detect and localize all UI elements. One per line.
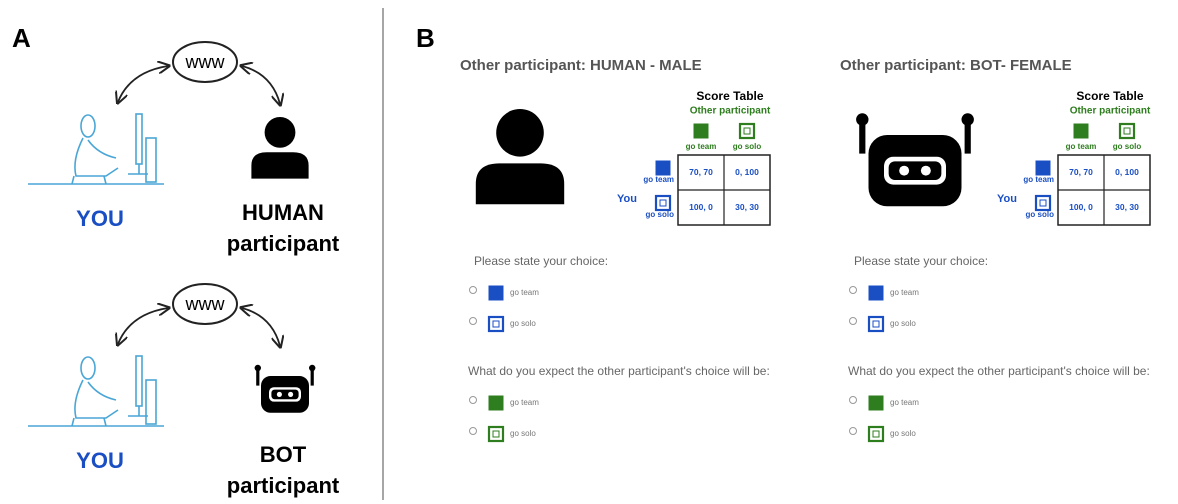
table-cell: 0, 100 bbox=[1115, 167, 1139, 177]
question: Please state your choice: bbox=[854, 254, 988, 268]
robot-eye bbox=[277, 392, 282, 397]
human-head bbox=[265, 117, 296, 148]
option-label: go team bbox=[510, 398, 539, 407]
table-cell: 70, 70 bbox=[1069, 167, 1093, 177]
option-square bbox=[656, 161, 670, 175]
panel-label: B bbox=[416, 23, 435, 53]
question: What do you expect the other participant… bbox=[468, 364, 770, 378]
option-square-inner bbox=[493, 431, 499, 437]
radio-button[interactable] bbox=[470, 428, 477, 435]
option-square bbox=[694, 124, 708, 138]
option-label: go solo bbox=[510, 429, 536, 438]
radio-button[interactable] bbox=[470, 287, 477, 294]
radio-button[interactable] bbox=[470, 318, 477, 325]
robot-eye bbox=[921, 166, 931, 176]
row-header: You bbox=[997, 193, 1017, 205]
table-title: Score Table bbox=[696, 89, 763, 103]
partner-label: HUMAN bbox=[242, 200, 324, 225]
table-cell: 30, 30 bbox=[735, 202, 759, 212]
human-body bbox=[476, 163, 564, 204]
screen-header: Other participant: HUMAN - MALE bbox=[460, 57, 702, 74]
option-square-inner bbox=[1124, 128, 1130, 134]
option-label: go team bbox=[510, 288, 539, 297]
option-square-inner bbox=[744, 128, 750, 134]
row-option: go team bbox=[643, 175, 674, 184]
radio-button[interactable] bbox=[850, 318, 857, 325]
partner-label: BOT bbox=[260, 442, 307, 467]
option-square bbox=[489, 396, 503, 410]
option-label: go team bbox=[890, 288, 919, 297]
robot-visor-inner bbox=[889, 161, 942, 180]
radio-button[interactable] bbox=[850, 428, 857, 435]
column-option: go solo bbox=[1113, 142, 1142, 151]
option-square bbox=[1074, 124, 1088, 138]
antenna-tip bbox=[962, 113, 974, 125]
web-label: www bbox=[185, 294, 226, 314]
option-square bbox=[1036, 161, 1050, 175]
option-square-inner bbox=[873, 431, 879, 437]
option-square bbox=[869, 286, 883, 300]
option-square bbox=[489, 286, 503, 300]
option-label: go solo bbox=[890, 429, 916, 438]
partner-label: participant bbox=[227, 231, 340, 256]
robot-eye bbox=[288, 392, 293, 397]
row-option: go solo bbox=[646, 210, 675, 219]
radio-button[interactable] bbox=[470, 397, 477, 404]
column-option: go solo bbox=[733, 142, 762, 151]
column-header: Other participant bbox=[690, 106, 771, 117]
table-cell: 70, 70 bbox=[689, 167, 713, 177]
robot-eye bbox=[899, 166, 909, 176]
table-cell: 30, 30 bbox=[1115, 202, 1139, 212]
panel-label: A bbox=[12, 23, 31, 53]
row-header: You bbox=[617, 193, 637, 205]
radio-button[interactable] bbox=[850, 397, 857, 404]
antenna-tip bbox=[856, 113, 868, 125]
option-label: go team bbox=[890, 398, 919, 407]
option-square-inner bbox=[660, 200, 666, 206]
figure: A B www YOU HUMAN participant www YOU BOT parti… bbox=[0, 0, 1178, 504]
row-option: go solo bbox=[1026, 210, 1055, 219]
option-square-inner bbox=[493, 321, 499, 327]
table-cell: 100, 0 bbox=[1069, 202, 1093, 212]
human-head bbox=[496, 109, 544, 157]
antenna-tip bbox=[255, 365, 261, 371]
partner-label: participant bbox=[227, 473, 340, 498]
column-header: Other participant bbox=[1070, 106, 1151, 117]
robot-visor-inner bbox=[271, 390, 298, 400]
table-cell: 100, 0 bbox=[689, 202, 713, 212]
column-option: go team bbox=[1066, 142, 1097, 151]
screen-header: Other participant: BOT- FEMALE bbox=[840, 57, 1072, 74]
table-title: Score Table bbox=[1076, 89, 1143, 103]
option-label: go solo bbox=[890, 319, 916, 328]
option-square-inner bbox=[873, 321, 879, 327]
you-label: YOU bbox=[76, 206, 124, 231]
antenna-tip bbox=[309, 365, 315, 371]
you-label: YOU bbox=[76, 448, 124, 473]
table-cell: 0, 100 bbox=[735, 167, 759, 177]
option-square bbox=[869, 396, 883, 410]
question: Please state your choice: bbox=[474, 254, 608, 268]
background bbox=[0, 0, 1178, 504]
human-body bbox=[251, 152, 308, 178]
web-label: www bbox=[185, 52, 226, 72]
question: What do you expect the other participant… bbox=[848, 364, 1150, 378]
column-option: go team bbox=[686, 142, 717, 151]
option-square-inner bbox=[1040, 200, 1046, 206]
option-label: go solo bbox=[510, 319, 536, 328]
row-option: go team bbox=[1023, 175, 1054, 184]
radio-button[interactable] bbox=[850, 287, 857, 294]
